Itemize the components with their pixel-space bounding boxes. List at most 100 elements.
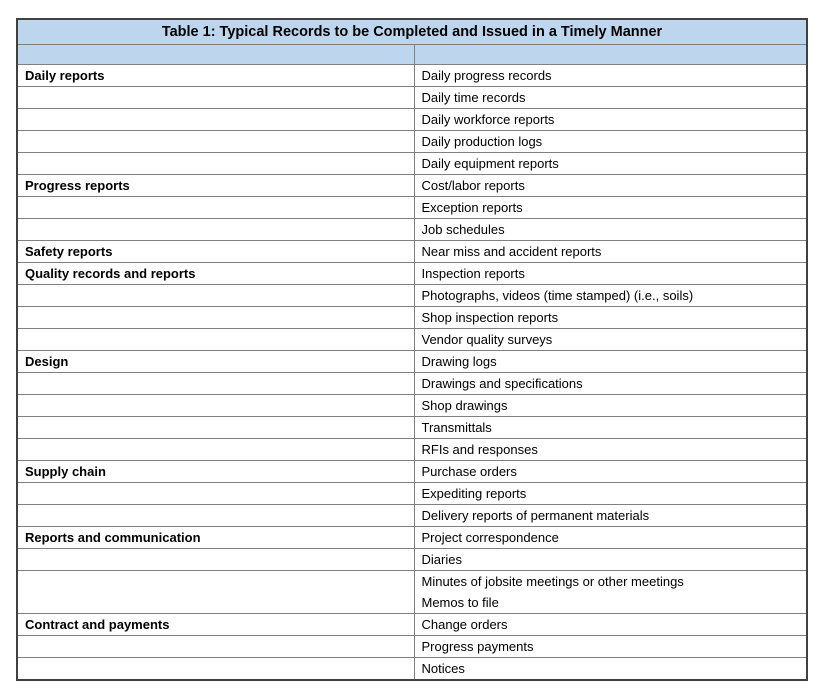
item-cell: Exception reports	[413, 195, 808, 219]
item-line: Notices	[421, 660, 465, 676]
table-row: Daily time records	[16, 85, 808, 109]
table-row: RFIs and responses	[16, 437, 808, 461]
item-cell: Purchase orders	[413, 459, 808, 483]
category-cell	[16, 371, 415, 395]
table-row: Job schedules	[16, 217, 808, 241]
category-cell	[16, 107, 415, 131]
item-cell: Change orders	[413, 612, 808, 636]
table-row: Daily production logs	[16, 129, 808, 153]
item-line: RFIs and responses	[421, 441, 538, 457]
item-cell: Daily production logs	[413, 129, 808, 153]
category-cell	[16, 547, 415, 571]
item-line: Vendor quality surveys	[421, 331, 553, 347]
item-cell: Drawings and specifications	[413, 371, 808, 395]
table-title-row: Table 1: Typical Records to be Completed…	[16, 18, 808, 45]
column-header-row	[16, 43, 808, 65]
item-line: Progress payments	[421, 638, 534, 654]
table-row: Exception reports	[16, 195, 808, 219]
item-line: Memos to file	[421, 594, 499, 610]
category-cell	[16, 151, 415, 175]
item-line: Near miss and accident reports	[421, 243, 602, 259]
category-cell: Supply chain	[16, 459, 415, 483]
item-line: Daily time records	[421, 89, 526, 105]
item-line: Inspection reports	[421, 265, 525, 281]
item-line: Daily workforce reports	[421, 111, 555, 127]
table-row: Daily equipment reports	[16, 151, 808, 175]
table-row: Quality records and reports Inspection re…	[16, 261, 808, 285]
category-cell	[16, 569, 415, 614]
item-cell: Project correspondence	[413, 525, 808, 549]
item-cell: Inspection reports	[413, 261, 808, 285]
table-row: Progress reports Cost/labor reports	[16, 173, 808, 197]
item-cell: Near miss and accident reports	[413, 239, 808, 263]
category-cell	[16, 129, 415, 153]
table-title: Table 1: Typical Records to be Completed…	[16, 18, 808, 45]
item-cell: Daily progress records	[413, 63, 808, 87]
table-row: Safety reports Near miss and accident rep…	[16, 239, 808, 263]
category-cell	[16, 283, 415, 307]
category-cell: Contract and payments	[16, 612, 415, 636]
item-cell: Photographs, videos (time stamped) (i.e.…	[413, 283, 808, 307]
table-row: Design Drawing logs	[16, 349, 808, 373]
item-cell: Transmittals	[413, 415, 808, 439]
category-cell: Progress reports	[16, 173, 415, 197]
table-row: Daily workforce reports	[16, 107, 808, 131]
item-cell: Shop inspection reports	[413, 305, 808, 329]
table-row: Reports and communication Project corresp…	[16, 525, 808, 549]
item-line: Shop inspection reports	[421, 309, 559, 325]
category-cell	[16, 503, 415, 527]
table-row: Drawings and specifications	[16, 371, 808, 395]
category-cell	[16, 481, 415, 505]
category-cell: Quality records and reports	[16, 261, 415, 285]
item-cell: Notices	[413, 656, 808, 680]
item-line: Exception reports	[421, 199, 523, 215]
item-cell: Cost/labor reports	[413, 173, 808, 197]
item-line: Job schedules	[421, 221, 505, 237]
item-cell: Daily workforce reports	[413, 107, 808, 131]
table-row: Contract and payments Change orders	[16, 612, 808, 636]
table-row: Daily reports Daily progress records	[16, 63, 808, 87]
category-cell	[16, 393, 415, 417]
category-cell	[16, 327, 415, 351]
category-cell	[16, 217, 415, 241]
item-line: Change orders	[421, 616, 508, 632]
item-cell: Delivery reports of permanent materials	[413, 503, 808, 527]
table-row: Progress payments	[16, 634, 808, 658]
item-cell: Minutes of jobsite meetings or other mee…	[413, 569, 808, 614]
category-cell	[16, 634, 415, 658]
item-cell: Drawing logs	[413, 349, 808, 373]
item-cell: Shop drawings	[413, 393, 808, 417]
category-cell	[16, 85, 415, 109]
item-line: Photographs, videos (time stamped) (i.e.…	[421, 287, 694, 303]
table-row: Supply chain Purchase orders	[16, 459, 808, 483]
category-cell	[16, 305, 415, 329]
item-line: Delivery reports of permanent materials	[421, 507, 650, 523]
category-cell	[16, 656, 415, 680]
item-line: Cost/labor reports	[421, 177, 525, 193]
table-row: Delivery reports of permanent materials	[16, 503, 808, 527]
item-line: Daily production logs	[421, 133, 543, 149]
table-row: Photographs, videos (time stamped) (i.e.…	[16, 283, 808, 307]
category-cell: Daily reports	[16, 63, 415, 87]
item-line: Expediting reports	[421, 485, 527, 501]
item-line: Daily progress records	[421, 67, 552, 83]
item-line: Transmittals	[421, 419, 492, 435]
category-cell	[16, 195, 415, 219]
table-row: Shop drawings	[16, 393, 808, 417]
table-row: Shop inspection reports	[16, 305, 808, 329]
item-cell: Job schedules	[413, 217, 808, 241]
column-header-right	[413, 43, 808, 65]
item-cell: Expediting reports	[413, 481, 808, 505]
table-row: Notices	[16, 656, 808, 680]
item-line: Shop drawings	[421, 397, 508, 413]
category-cell	[16, 437, 415, 461]
item-cell: Progress payments	[413, 634, 808, 658]
category-cell: Reports and communication	[16, 525, 415, 549]
item-cell: Diaries	[413, 547, 808, 571]
table-head: Table 1: Typical Records to be Completed…	[16, 18, 808, 65]
item-cell: Daily equipment reports	[413, 151, 808, 175]
table-row: Minutes of jobsite meetings or other mee…	[16, 569, 808, 614]
item-line: Project correspondence	[421, 529, 559, 545]
records-table: Table 1: Typical Records to be Completed…	[16, 18, 808, 681]
